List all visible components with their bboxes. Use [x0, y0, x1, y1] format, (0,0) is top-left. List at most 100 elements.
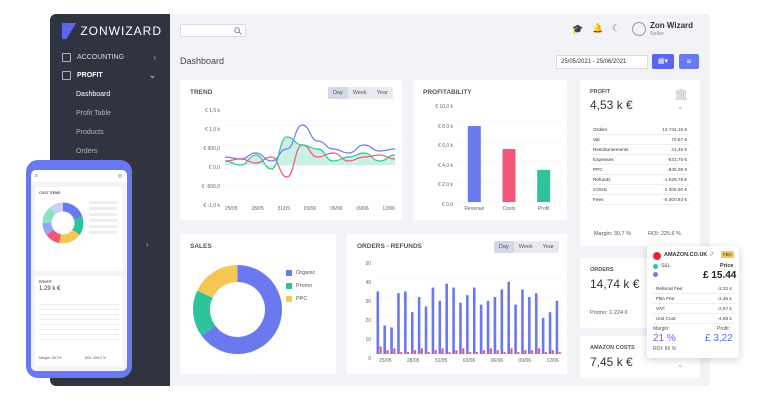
refunds-bar — [386, 350, 389, 354]
refunds-bar — [441, 348, 444, 354]
bank-icon — [62, 70, 71, 80]
legend-item[interactable]: PPC — [286, 296, 315, 302]
table-row: VAT: -2,57 £ — [653, 303, 735, 314]
legend-item[interactable]: Organic — [286, 270, 315, 276]
sl-label: S&L — [661, 263, 671, 269]
tab-day[interactable]: Day — [494, 241, 514, 253]
tab-year[interactable]: Year — [542, 244, 554, 250]
amazon-product-popup: AMAZON.CO.UK ↗ FBA S&L Price £ 15.44 Ref… — [647, 246, 739, 358]
roi-value: ROI: 66 % — [653, 346, 677, 352]
mobile-profit-title: PROFIT — [39, 280, 52, 284]
table-row: COGS -2.006,50 € — [590, 184, 690, 195]
sidebar-item-profit-table[interactable]: Profit Table — [76, 109, 111, 117]
sidebar-item-accounting[interactable]: ACCOUNTING › — [50, 48, 170, 66]
orders-bar — [486, 300, 490, 354]
avatar[interactable]: ◎ — [117, 173, 122, 179]
legend-item[interactable]: Promo — [286, 283, 315, 289]
status-dot — [653, 272, 658, 277]
legend-label: Promo — [296, 283, 313, 289]
chevron-up-icon[interactable]: ⌃ — [677, 106, 684, 115]
mobile-device: ≡ ◎ COST ITEMS PROFIT 1.29 k € — [26, 160, 132, 378]
calendar-button[interactable]: ▦▾ — [652, 54, 674, 69]
orders-bar — [452, 287, 455, 354]
x-tick-label: Revenue — [464, 206, 484, 212]
table-row: PPC -845,09 € — [590, 164, 690, 175]
date-range-input[interactable]: 25/05/2021 - 25/06/2021 — [556, 55, 648, 69]
orders-bar — [493, 297, 497, 354]
orders-bar — [410, 312, 414, 354]
orders-bar — [438, 300, 442, 354]
refunds-bar — [448, 352, 451, 354]
refunds-bar — [475, 352, 479, 354]
bell-icon[interactable]: 🔔 — [592, 23, 604, 33]
avatar[interactable] — [632, 22, 646, 36]
chevron-right-icon[interactable]: › — [146, 240, 149, 249]
tab-week[interactable]: Week — [352, 90, 367, 96]
user-name[interactable]: Zon Wizard — [650, 21, 694, 30]
legend-line — [89, 219, 117, 222]
mobile-roi: ROI: 205,3 % — [85, 356, 107, 360]
logo-icon — [62, 23, 77, 39]
profitability-card: PROFITABILITY € 10,0 k € 8,0 k € 6,0 k €… — [413, 80, 567, 220]
amazon-costs-value: 7,45 k € — [590, 355, 633, 369]
orders-refunds-period-tabs: Day Week Year — [494, 241, 559, 253]
tab-year[interactable]: Year — [376, 90, 388, 96]
orders-bar — [466, 295, 469, 354]
sidebar-item-profit[interactable]: PROFIT ⌄ — [50, 66, 170, 84]
orders-value: 14,74 k € — [590, 277, 640, 291]
profitability-y-axis: € 10,0 k € 8,0 k € 6,0 k € 4,0 k € 2,0 k… — [435, 104, 453, 208]
mobile-cost-legend — [89, 201, 117, 237]
refunds-bar — [510, 348, 513, 354]
row-label: Orders — [590, 125, 648, 135]
calculator-icon — [62, 52, 71, 62]
refunds-bar — [503, 352, 506, 354]
row-label: FBA Fee: — [653, 293, 704, 304]
trend-period-tabs: Day Week Year — [328, 87, 393, 99]
orders-refunds-card: ORDERS - REFUNDS Day Week Year 50 40 30 … — [347, 234, 567, 374]
table-row — [39, 330, 119, 335]
x-tick-label: Profit — [538, 206, 550, 212]
chevron-down-icon[interactable]: ⌄ — [677, 360, 684, 369]
profit-margin: Margin: 30,7 % — [594, 231, 631, 237]
sidebar-item-products[interactable]: Products — [76, 128, 104, 136]
orders-bar — [431, 287, 435, 354]
trend-x-axis: 25/05 28/05 31/05 03/06 06/06 09/06 12/06 — [225, 206, 395, 212]
sales-slice-1 — [193, 290, 216, 336]
row-label: Reimbursements — [590, 144, 648, 155]
refunds-bar — [407, 352, 410, 354]
legend-line — [89, 231, 117, 234]
sidebar-item-dashboard[interactable]: Dashboard — [76, 90, 111, 98]
refunds-bar — [420, 348, 424, 354]
margin-value: 21 % — [653, 333, 676, 344]
x-tick-label: Costs — [503, 206, 516, 212]
moon-icon[interactable]: ☾ — [612, 23, 621, 33]
tab-day[interactable]: Day — [328, 87, 348, 99]
filter-button[interactable]: ≡ — [679, 54, 699, 69]
fba-badge: FBA — [721, 251, 734, 258]
profit-roi: ROI: 225,6 % — [648, 231, 682, 237]
mobile-profit-value: 1.29 k € — [39, 286, 61, 292]
external-link-icon[interactable]: ↗ — [709, 252, 715, 258]
refunds-bar — [455, 350, 458, 354]
sidebar-item-orders[interactable]: Orders — [76, 147, 98, 155]
refunds-bar — [434, 350, 437, 354]
orders-refunds-title: ORDERS - REFUNDS — [357, 243, 423, 250]
refunds-bar — [413, 350, 417, 354]
table-row: Orders 14.744,15 € — [590, 125, 690, 135]
tab-week[interactable]: Week — [518, 244, 533, 250]
menu-icon[interactable]: ≡ — [35, 173, 38, 179]
profit-line — [225, 136, 395, 170]
row-value: -2.006,50 € — [647, 184, 690, 195]
row-label: Vat — [590, 134, 648, 145]
bank-icon: 🏛 — [674, 89, 688, 101]
app-logo[interactable]: ZONWIZARD — [62, 22, 162, 40]
graduation-cap-icon[interactable]: 🎓 — [572, 24, 584, 34]
orders-bar — [500, 289, 504, 354]
mobile-cost-slice-0 — [62, 202, 83, 220]
table-row — [39, 305, 119, 310]
table-row — [39, 320, 119, 325]
table-row — [39, 335, 119, 340]
table-row: Unit Cost: -4,88 £ — [653, 313, 735, 324]
row-value: -2,57 £ — [703, 303, 735, 314]
search-input[interactable] — [180, 24, 246, 37]
